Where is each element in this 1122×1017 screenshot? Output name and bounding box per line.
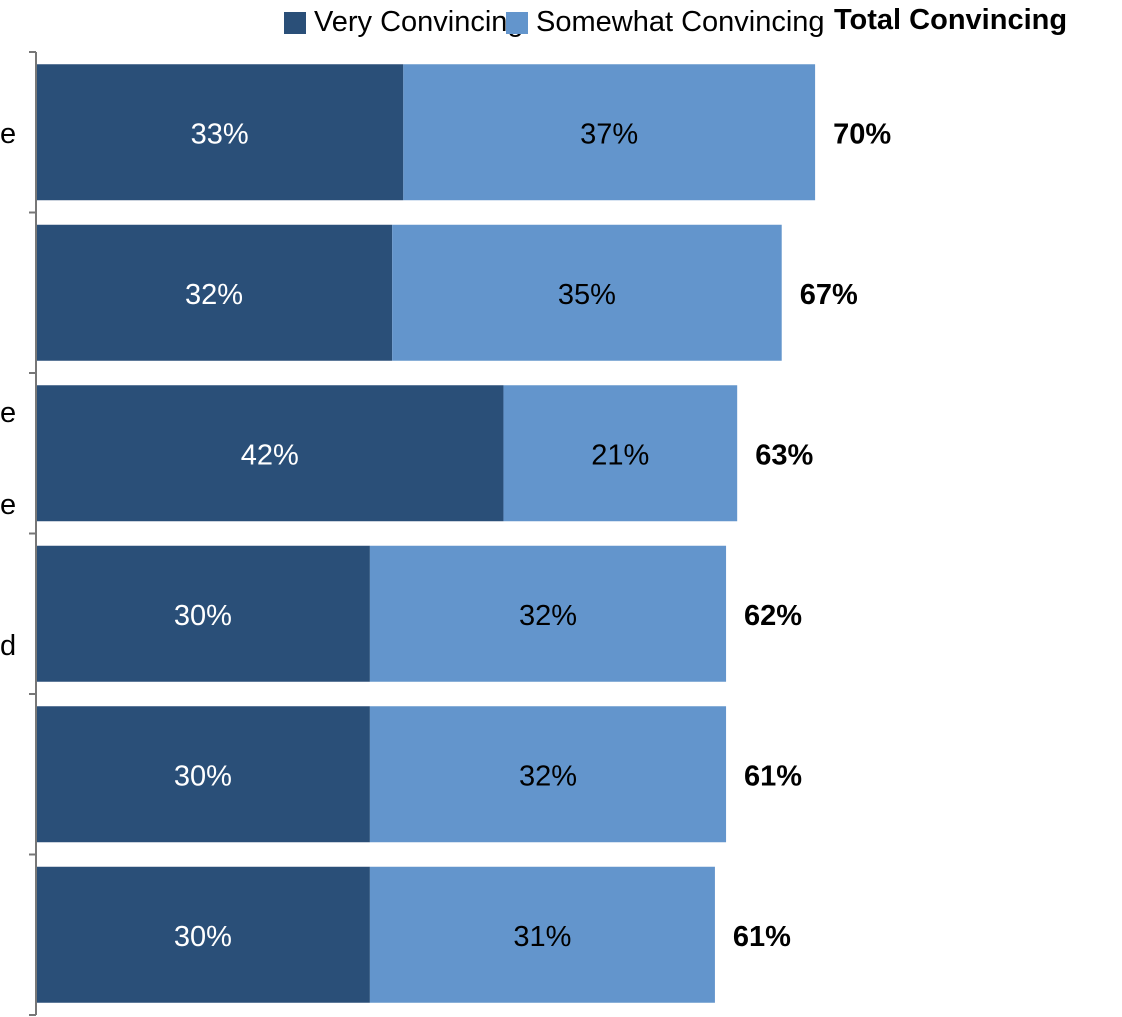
legend-swatch-very (284, 11, 306, 34)
category-label-fragment: d (0, 630, 17, 662)
bar-somewhat-convincing (369, 545, 727, 682)
data-label-total: 67% (800, 279, 858, 311)
bar-somewhat-convincing (503, 385, 738, 522)
data-label-very: 32% (185, 279, 243, 311)
chart-legend: Very Convincing Somewhat Convincing Tota… (0, 0, 1122, 50)
legend-label-somewhat: Somewhat Convincing (536, 6, 825, 38)
bar-very-convincing (36, 224, 393, 361)
data-label-total: 61% (744, 760, 802, 792)
bar-somewhat-convincing (369, 706, 727, 843)
bar-very-convincing (36, 64, 404, 201)
legend-swatch-somewhat (506, 11, 528, 34)
data-label-total: 62% (744, 600, 802, 632)
bar-somewhat-convincing (369, 866, 715, 1003)
data-label-total: 61% (733, 921, 791, 953)
data-label-very: 30% (174, 760, 232, 792)
bar-very-convincing (36, 866, 370, 1003)
data-label-somewhat: 31% (513, 921, 571, 953)
data-label-total: 63% (755, 439, 813, 471)
data-label-very: 30% (174, 921, 232, 953)
category-label-fragment: e (0, 118, 17, 150)
bar-very-convincing (36, 385, 504, 522)
legend-item-somewhat: Somewhat Convincing (506, 6, 825, 39)
data-label-somewhat: 37% (580, 118, 638, 150)
data-label-very: 42% (241, 439, 299, 471)
legend-item-very: Very Convincing (284, 6, 524, 39)
category-label-fragment: e (0, 397, 17, 429)
data-label-somewhat: 32% (519, 600, 577, 632)
category-label-fragment: e (0, 489, 17, 521)
data-label-somewhat: 21% (591, 439, 649, 471)
data-label-somewhat: 32% (519, 760, 577, 792)
bar-somewhat-convincing (403, 64, 816, 201)
legend-total-heading: Total Convincing (834, 4, 1068, 36)
bar-somewhat-convincing (392, 224, 782, 361)
data-label-very: 30% (174, 600, 232, 632)
data-label-total: 70% (833, 118, 891, 150)
bar-very-convincing (36, 706, 370, 843)
legend-label-very: Very Convincing (314, 6, 524, 38)
data-label-very: 33% (191, 118, 249, 150)
data-label-somewhat: 35% (558, 279, 616, 311)
bar-very-convincing (36, 545, 370, 682)
